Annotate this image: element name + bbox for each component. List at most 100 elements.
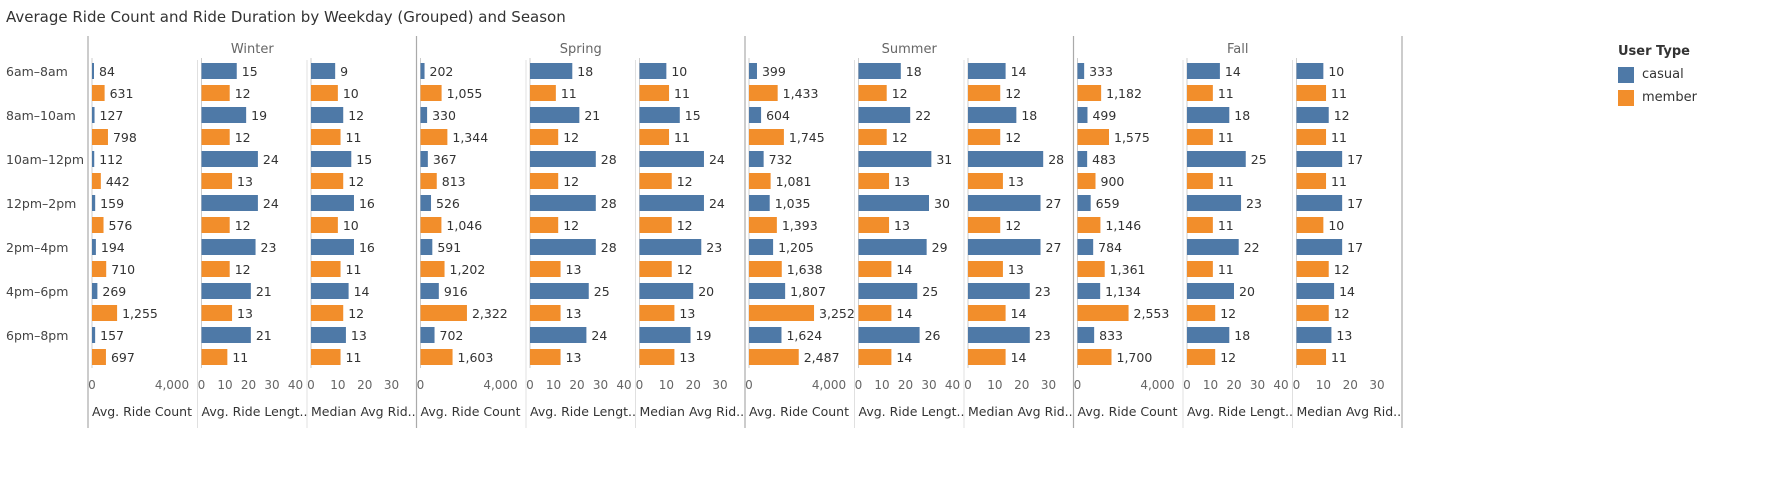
data-label: 813 xyxy=(442,174,466,189)
data-label: 12 xyxy=(892,86,908,101)
x-tick-label: 4,000 xyxy=(155,378,189,392)
bar-spring-avg-ride-lengt-10am-12pm-casual xyxy=(530,151,596,167)
x-tick-label: 40 xyxy=(616,378,631,392)
bar-winter-median-avg-rid-6pm-8pm-member xyxy=(311,349,341,365)
legend[interactable]: User Type casual member xyxy=(1618,44,1697,109)
bar-spring-avg-ride-count-12pm-2pm-member xyxy=(420,217,442,233)
data-label: 1,807 xyxy=(790,284,826,299)
data-label: 13 xyxy=(237,306,253,321)
data-label: 13 xyxy=(566,262,582,277)
bar-winter-avg-ride-count-4pm-6pm-member xyxy=(92,305,118,321)
x-tick-label: 20 xyxy=(1343,378,1358,392)
season-header-fall: Fall xyxy=(1227,42,1248,57)
bar-fall-median-avg-rid-4pm-6pm-member xyxy=(1296,305,1329,321)
data-label: 1,146 xyxy=(1105,218,1141,233)
bar-summer-avg-ride-count-12pm-2pm-member xyxy=(749,217,777,233)
data-label: 1,745 xyxy=(789,130,825,145)
bar-summer-avg-ride-lengt-8am-10am-casual xyxy=(858,107,911,123)
bar-summer-median-avg-rid-12pm-2pm-casual xyxy=(968,195,1041,211)
data-label: 14 xyxy=(1011,350,1027,365)
legend-item-member[interactable]: member xyxy=(1618,86,1697,109)
data-label: 367 xyxy=(433,152,457,167)
bar-spring-avg-ride-count-6pm-8pm-casual xyxy=(420,327,435,343)
bar-fall-median-avg-rid-10am-12pm-casual xyxy=(1296,151,1343,167)
bar-summer-avg-ride-count-2pm-4pm-member xyxy=(749,261,782,277)
x-tick-label: 20 xyxy=(241,378,256,392)
data-label: 499 xyxy=(1092,108,1116,123)
data-label: 202 xyxy=(430,64,454,79)
bar-summer-avg-ride-lengt-2pm-4pm-casual xyxy=(858,239,927,255)
bar-fall-avg-ride-lengt-4pm-6pm-casual xyxy=(1187,283,1234,299)
data-label: 659 xyxy=(1096,196,1120,211)
bar-fall-median-avg-rid-12pm-2pm-casual xyxy=(1296,195,1343,211)
data-label: 2,322 xyxy=(472,306,508,321)
bar-fall-avg-ride-lengt-8am-10am-casual xyxy=(1187,107,1230,123)
x-axis-title-avg-ride-lengt: Avg. Ride Lengt.. xyxy=(859,404,965,419)
bar-spring-avg-ride-count-6pm-8pm-member xyxy=(420,349,453,365)
data-label: 13 xyxy=(1008,262,1024,277)
data-label: 18 xyxy=(1234,328,1250,343)
bar-summer-avg-ride-count-10am-12pm-member xyxy=(749,173,771,189)
bar-summer-median-avg-rid-4pm-6pm-casual xyxy=(968,283,1030,299)
data-label: 14 xyxy=(896,350,912,365)
data-label: 12 xyxy=(1005,218,1021,233)
data-label: 10 xyxy=(343,86,359,101)
bar-winter-avg-ride-count-8am-10am-member xyxy=(92,129,108,145)
bar-summer-median-avg-rid-2pm-4pm-casual xyxy=(968,239,1041,255)
x-tick-label: 10 xyxy=(1316,378,1331,392)
bar-winter-avg-ride-lengt-6am-8am-casual xyxy=(201,63,237,79)
data-label: 13 xyxy=(566,350,582,365)
x-tick-label: 20 xyxy=(357,378,372,392)
bar-winter-median-avg-rid-2pm-4pm-member xyxy=(311,261,341,277)
bar-winter-avg-ride-count-6am-8am-casual xyxy=(92,63,94,79)
data-label: 12 xyxy=(1005,130,1021,145)
bar-spring-avg-ride-count-2pm-4pm-casual xyxy=(420,239,433,255)
bar-winter-median-avg-rid-10am-12pm-member xyxy=(311,173,344,189)
x-tick-label: 40 xyxy=(288,378,303,392)
bar-fall-avg-ride-count-6pm-8pm-member xyxy=(1077,349,1112,365)
data-label: 18 xyxy=(577,64,593,79)
data-label: 12 xyxy=(1220,350,1236,365)
data-label: 11 xyxy=(561,86,577,101)
data-label: 16 xyxy=(359,240,375,255)
data-label: 3,252 xyxy=(819,306,855,321)
data-label: 10 xyxy=(343,218,359,233)
data-label: 23 xyxy=(1035,284,1051,299)
x-tick-label: 10 xyxy=(546,378,561,392)
data-label: 1,638 xyxy=(787,262,823,277)
bar-fall-avg-ride-lengt-12pm-2pm-casual xyxy=(1187,195,1242,211)
bar-summer-median-avg-rid-6pm-8pm-member xyxy=(968,349,1006,365)
bar-spring-avg-ride-count-10am-12pm-casual xyxy=(420,151,428,167)
bar-fall-avg-ride-count-2pm-4pm-member xyxy=(1077,261,1105,277)
data-label: 1,202 xyxy=(450,262,486,277)
x-tick-label: 4,000 xyxy=(483,378,517,392)
data-label: 526 xyxy=(436,196,460,211)
data-label: 11 xyxy=(346,262,362,277)
x-axis-title-median-avg-rid: Median Avg Rid.. xyxy=(640,404,745,419)
bar-fall-avg-ride-lengt-6pm-8pm-member xyxy=(1187,349,1216,365)
data-label: 11 xyxy=(346,130,362,145)
bar-fall-avg-ride-lengt-2pm-4pm-member xyxy=(1187,261,1213,277)
data-label: 29 xyxy=(932,240,948,255)
data-label: 13 xyxy=(237,174,253,189)
bar-winter-avg-ride-count-8am-10am-casual xyxy=(92,107,95,123)
data-label: 1,433 xyxy=(783,86,819,101)
x-tick-label: 0 xyxy=(307,378,315,392)
bar-summer-avg-ride-lengt-10am-12pm-casual xyxy=(858,151,932,167)
data-label: 24 xyxy=(591,328,607,343)
bar-fall-avg-ride-lengt-6am-8am-member xyxy=(1187,85,1213,101)
data-label: 12 xyxy=(235,218,251,233)
x-tick-label: 0 xyxy=(636,378,644,392)
bar-spring-avg-ride-lengt-12pm-2pm-casual xyxy=(530,195,596,211)
bar-summer-median-avg-rid-10am-12pm-casual xyxy=(968,151,1044,167)
data-label: 333 xyxy=(1089,64,1113,79)
bar-fall-avg-ride-lengt-6pm-8pm-casual xyxy=(1187,327,1230,343)
legend-item-casual[interactable]: casual xyxy=(1618,63,1697,86)
x-axis-title-avg-ride-lengt: Avg. Ride Lengt.. xyxy=(530,404,636,419)
bar-summer-median-avg-rid-4pm-6pm-member xyxy=(968,305,1006,321)
data-label: 11 xyxy=(346,350,362,365)
bar-winter-median-avg-rid-4pm-6pm-casual xyxy=(311,283,349,299)
x-tick-label: 0 xyxy=(745,378,753,392)
data-label: 833 xyxy=(1099,328,1123,343)
bar-fall-avg-ride-lengt-6am-8am-casual xyxy=(1187,63,1220,79)
